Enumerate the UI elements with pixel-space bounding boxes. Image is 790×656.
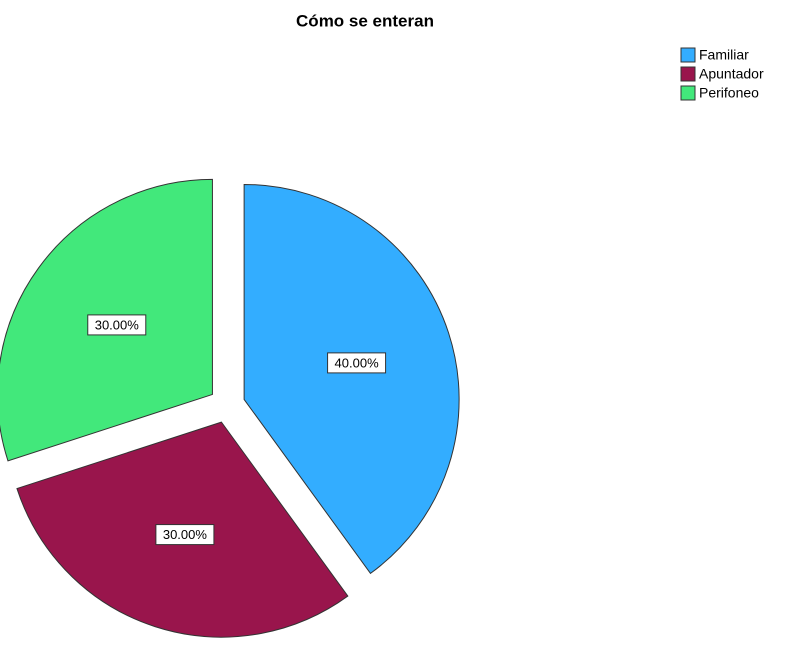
data-label: 40.00% — [335, 355, 380, 370]
chart-title: Cómo se enteran — [296, 11, 434, 30]
data-label: 30.00% — [95, 317, 140, 332]
legend-label: Apuntador — [699, 66, 764, 82]
legend-label: Familiar — [699, 47, 749, 63]
label-box — [155, 524, 215, 546]
pie-slice — [243, 183, 460, 575]
legend-label: Perifoneo — [699, 85, 759, 101]
legend-swatch — [680, 47, 696, 63]
data-label: 30.00% — [163, 527, 208, 542]
label-box — [87, 314, 147, 336]
legend-swatch — [680, 85, 696, 101]
legend-swatch — [680, 66, 696, 82]
label-box — [327, 352, 387, 374]
